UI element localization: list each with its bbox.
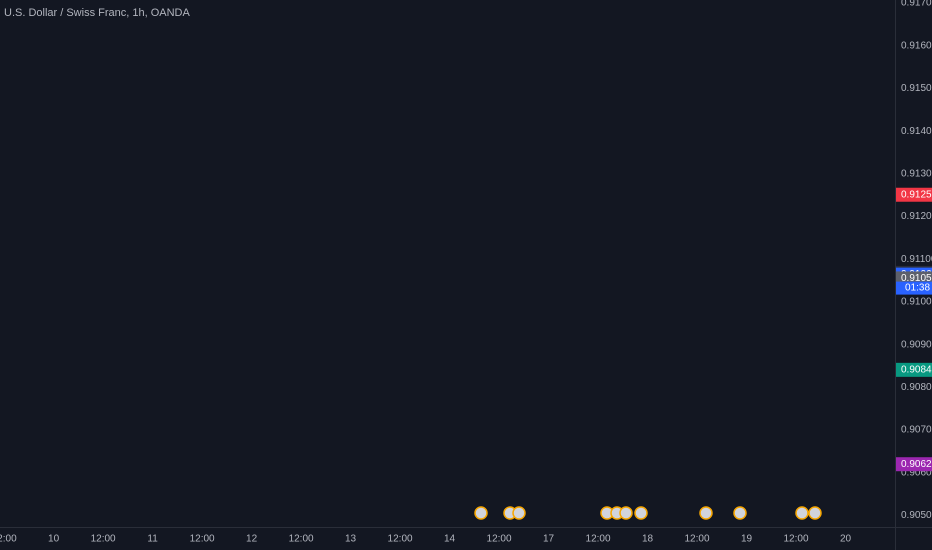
price-label: 0.91055 [901,273,932,284]
countdown-bg [896,281,932,295]
price-label-bg [896,187,932,202]
x-tick-label: 12:00 [388,534,413,545]
y-tick-label: 0.91700 [901,0,932,9]
countdown: 01:38 [905,283,930,294]
x-tick-label: 13 [345,534,357,545]
x-tick-label: 19 [741,534,753,545]
x-tick-label: 12:00 [783,534,808,545]
x-tick-label: 17 [543,534,555,545]
x-tick-label: 20 [840,534,852,545]
price-label-bg [896,362,932,377]
x-tick-label: 12:00 [190,534,215,545]
price-label: 0.91251 [901,189,932,200]
price-label-bg [896,457,932,472]
event-icons [474,506,822,520]
x-tick-label: 12:00 [0,534,17,545]
x-tick-label: 18 [642,534,654,545]
x-tick-label: 12:00 [685,534,710,545]
x-tick-label: 12 [246,534,258,545]
chart-title: U.S. Dollar / Swiss Franc, 1h, OANDA [4,7,190,19]
x-tick-label: 12:00 [91,534,116,545]
price-label: 0.90841 [901,364,932,375]
x-tick-label: 11 [147,534,158,545]
x-tick-label: 12:00 [487,534,512,545]
x-tick-label: 12:00 [289,534,314,545]
x-tick-label: 12:00 [586,534,611,545]
x-tick-label: 14 [444,534,456,545]
x-tick-label: 10 [48,534,60,545]
